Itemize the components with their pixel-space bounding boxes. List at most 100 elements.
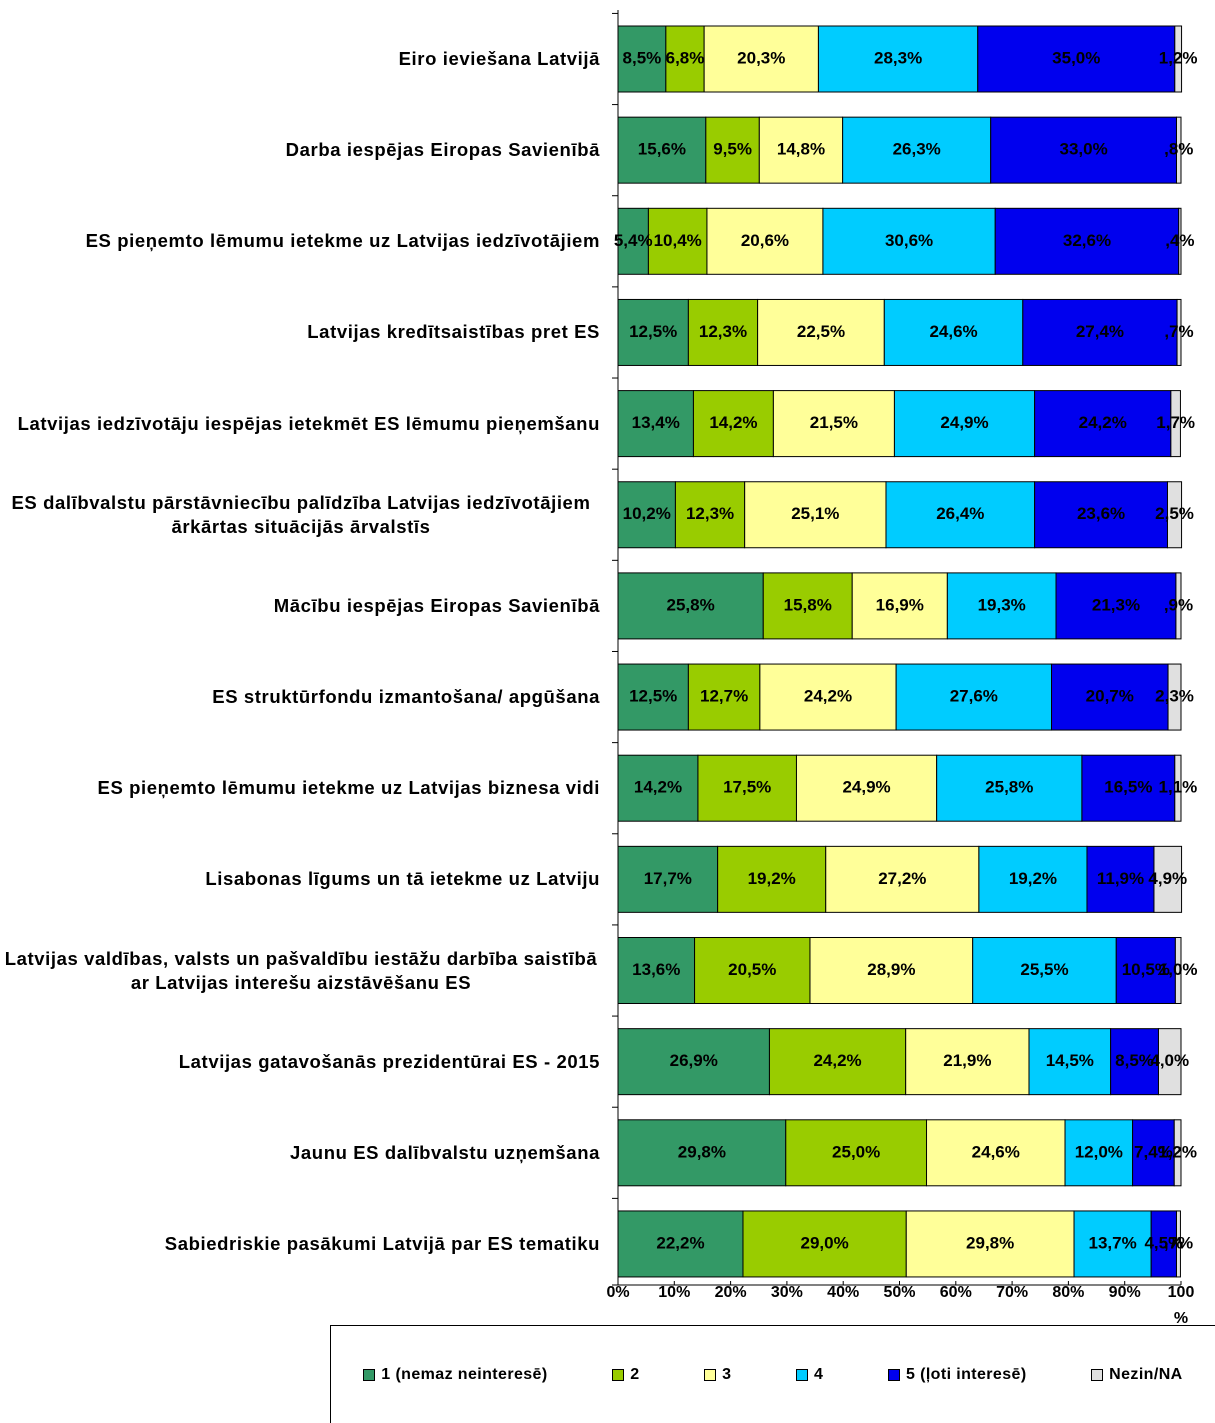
bar-segment bbox=[842, 116, 992, 184]
data-label: 22,2% bbox=[656, 1233, 704, 1252]
category-label: Sabiedriskie pasākumi Latvijā par ES tem… bbox=[164, 1232, 600, 1254]
bar-segment bbox=[994, 207, 1180, 275]
data-label: 17,5% bbox=[723, 778, 771, 797]
data-label: 16,9% bbox=[876, 595, 924, 614]
bar-segment bbox=[617, 1119, 787, 1187]
data-label: 16,5% bbox=[1104, 778, 1152, 797]
bar-segment bbox=[1167, 663, 1182, 731]
data-label: 35,0% bbox=[1052, 48, 1100, 67]
data-label: 8,5% bbox=[1115, 1051, 1154, 1070]
category-label: ES pieņemto lēmumu ietekme uz Latvijas i… bbox=[85, 230, 600, 252]
category-label: Latvijas iedzīvotāju iespējas ietekmēt E… bbox=[17, 412, 600, 434]
legend-item: 2 bbox=[612, 1366, 639, 1384]
bar-segment bbox=[772, 390, 895, 458]
legend-label: Nezin/NA bbox=[1109, 1365, 1183, 1383]
data-label: 1,0% bbox=[1159, 960, 1198, 979]
bar-segment bbox=[1173, 1119, 1182, 1187]
category-label: Eiro ieviešana Latvijā bbox=[398, 48, 600, 69]
bar-segment bbox=[851, 572, 948, 640]
data-label: 25,8% bbox=[667, 595, 715, 614]
data-label: 24,9% bbox=[940, 413, 988, 432]
category-label: Jaunu ES dalībvalstu uzņemšana bbox=[290, 1141, 600, 1163]
bar-segment bbox=[762, 572, 853, 640]
data-label: ,8% bbox=[1164, 140, 1193, 159]
x-tick-label: 10% bbox=[658, 1284, 691, 1301]
bar-segment bbox=[822, 207, 996, 275]
bar-segment bbox=[757, 298, 885, 366]
legend-swatch bbox=[1091, 1368, 1104, 1381]
bar-segment bbox=[617, 572, 764, 640]
data-label: ,4% bbox=[1165, 231, 1194, 250]
bar-segment bbox=[617, 298, 689, 366]
x-tick-label: 30% bbox=[770, 1284, 803, 1301]
category-label: Lisabonas līgums un tā ietekme uz Latvij… bbox=[205, 868, 600, 890]
data-label: 9,5% bbox=[713, 140, 752, 159]
data-label: 25,1% bbox=[791, 504, 839, 523]
data-label: 27,4% bbox=[1076, 322, 1124, 341]
category-label-box: Eiro ieviešana Latvijā bbox=[0, 14, 600, 104]
bar-segment bbox=[617, 390, 694, 458]
bar-segment bbox=[825, 845, 980, 913]
bar-segment bbox=[687, 663, 761, 731]
x-tick-label: 80% bbox=[1052, 1284, 1085, 1301]
legend-label: 2 bbox=[630, 1365, 640, 1383]
bar-segment bbox=[895, 663, 1053, 731]
x-tick-label: 90% bbox=[1108, 1284, 1141, 1301]
category-label-box: Latvijas iedzīvotāju iespējas ietekmēt E… bbox=[0, 379, 600, 469]
bar-segment bbox=[617, 754, 699, 822]
data-label: 12,5% bbox=[629, 687, 677, 706]
bar-segment bbox=[1110, 1028, 1159, 1096]
data-label: 26,3% bbox=[893, 140, 941, 159]
data-label: 12,3% bbox=[699, 322, 747, 341]
category-label: Darba iespējas Eiropas Savienībā bbox=[285, 139, 600, 161]
bar-segment bbox=[785, 1119, 928, 1187]
data-label: 25,0% bbox=[832, 1142, 880, 1161]
data-label: 24,6% bbox=[972, 1142, 1020, 1161]
legend-swatch bbox=[796, 1368, 809, 1381]
bar-segment bbox=[1174, 754, 1182, 822]
data-label: 4,9% bbox=[1148, 869, 1187, 888]
data-label: 23,6% bbox=[1077, 504, 1125, 523]
x-tick-label: 70% bbox=[996, 1284, 1029, 1301]
category-label: ES struktūrfondu izmantošana/ apgūšana bbox=[212, 686, 600, 708]
bar-segment bbox=[1170, 390, 1181, 458]
bar-segment bbox=[759, 663, 897, 731]
data-label: 28,9% bbox=[867, 960, 915, 979]
data-label: 17,7% bbox=[644, 869, 692, 888]
category-label-box: ES dalībvalstu pārstāvniecību palīdzība … bbox=[0, 470, 600, 560]
x-tick-label: 20% bbox=[714, 1284, 747, 1301]
legend-item: 3 bbox=[704, 1366, 731, 1384]
data-label: 19,2% bbox=[748, 869, 796, 888]
legend: 1 (nemaz neinteresē) 2 3 4 5 (ļoti interesē)… bbox=[330, 1325, 1215, 1423]
data-label: 21,5% bbox=[810, 413, 858, 432]
data-label: 30,6% bbox=[885, 231, 933, 250]
x-tick-label: 60% bbox=[939, 1284, 972, 1301]
data-label: 10,2% bbox=[623, 504, 671, 523]
data-label: 25,8% bbox=[985, 778, 1033, 797]
category-label-box: Lisabonas līgums un tā ietekme uz Latvij… bbox=[0, 834, 600, 924]
data-label: 29,8% bbox=[966, 1233, 1014, 1252]
data-label: 2,5% bbox=[1155, 504, 1194, 523]
bar-segment bbox=[768, 1028, 907, 1096]
data-label: 14,2% bbox=[634, 778, 682, 797]
data-label: 12,3% bbox=[686, 504, 734, 523]
legend-label: 1 (nemaz neinteresē) bbox=[381, 1365, 548, 1383]
x-tick-label: 50% bbox=[883, 1284, 916, 1301]
data-label: 19,2% bbox=[1009, 869, 1057, 888]
legend-label: 4 bbox=[814, 1365, 824, 1383]
legend-swatch bbox=[363, 1368, 376, 1381]
bar-segment bbox=[1115, 937, 1176, 1004]
bar-segment bbox=[905, 1210, 1075, 1278]
bar-segment bbox=[1073, 1210, 1152, 1278]
data-label: 29,0% bbox=[801, 1233, 849, 1252]
bar-segment bbox=[697, 754, 797, 822]
bar-segment bbox=[717, 845, 827, 913]
data-label: 14,2% bbox=[709, 413, 757, 432]
data-label: 24,2% bbox=[804, 687, 852, 706]
legend-swatch bbox=[887, 1368, 900, 1381]
data-label: 4,0% bbox=[1150, 1051, 1189, 1070]
category-label-box: ES pieņemto lēmumu ietekme uz Latvijas i… bbox=[0, 196, 600, 286]
data-label: ,7% bbox=[1164, 322, 1193, 341]
category-label-box: Jaunu ES dalībvalstu uzņemšana bbox=[0, 1108, 600, 1198]
